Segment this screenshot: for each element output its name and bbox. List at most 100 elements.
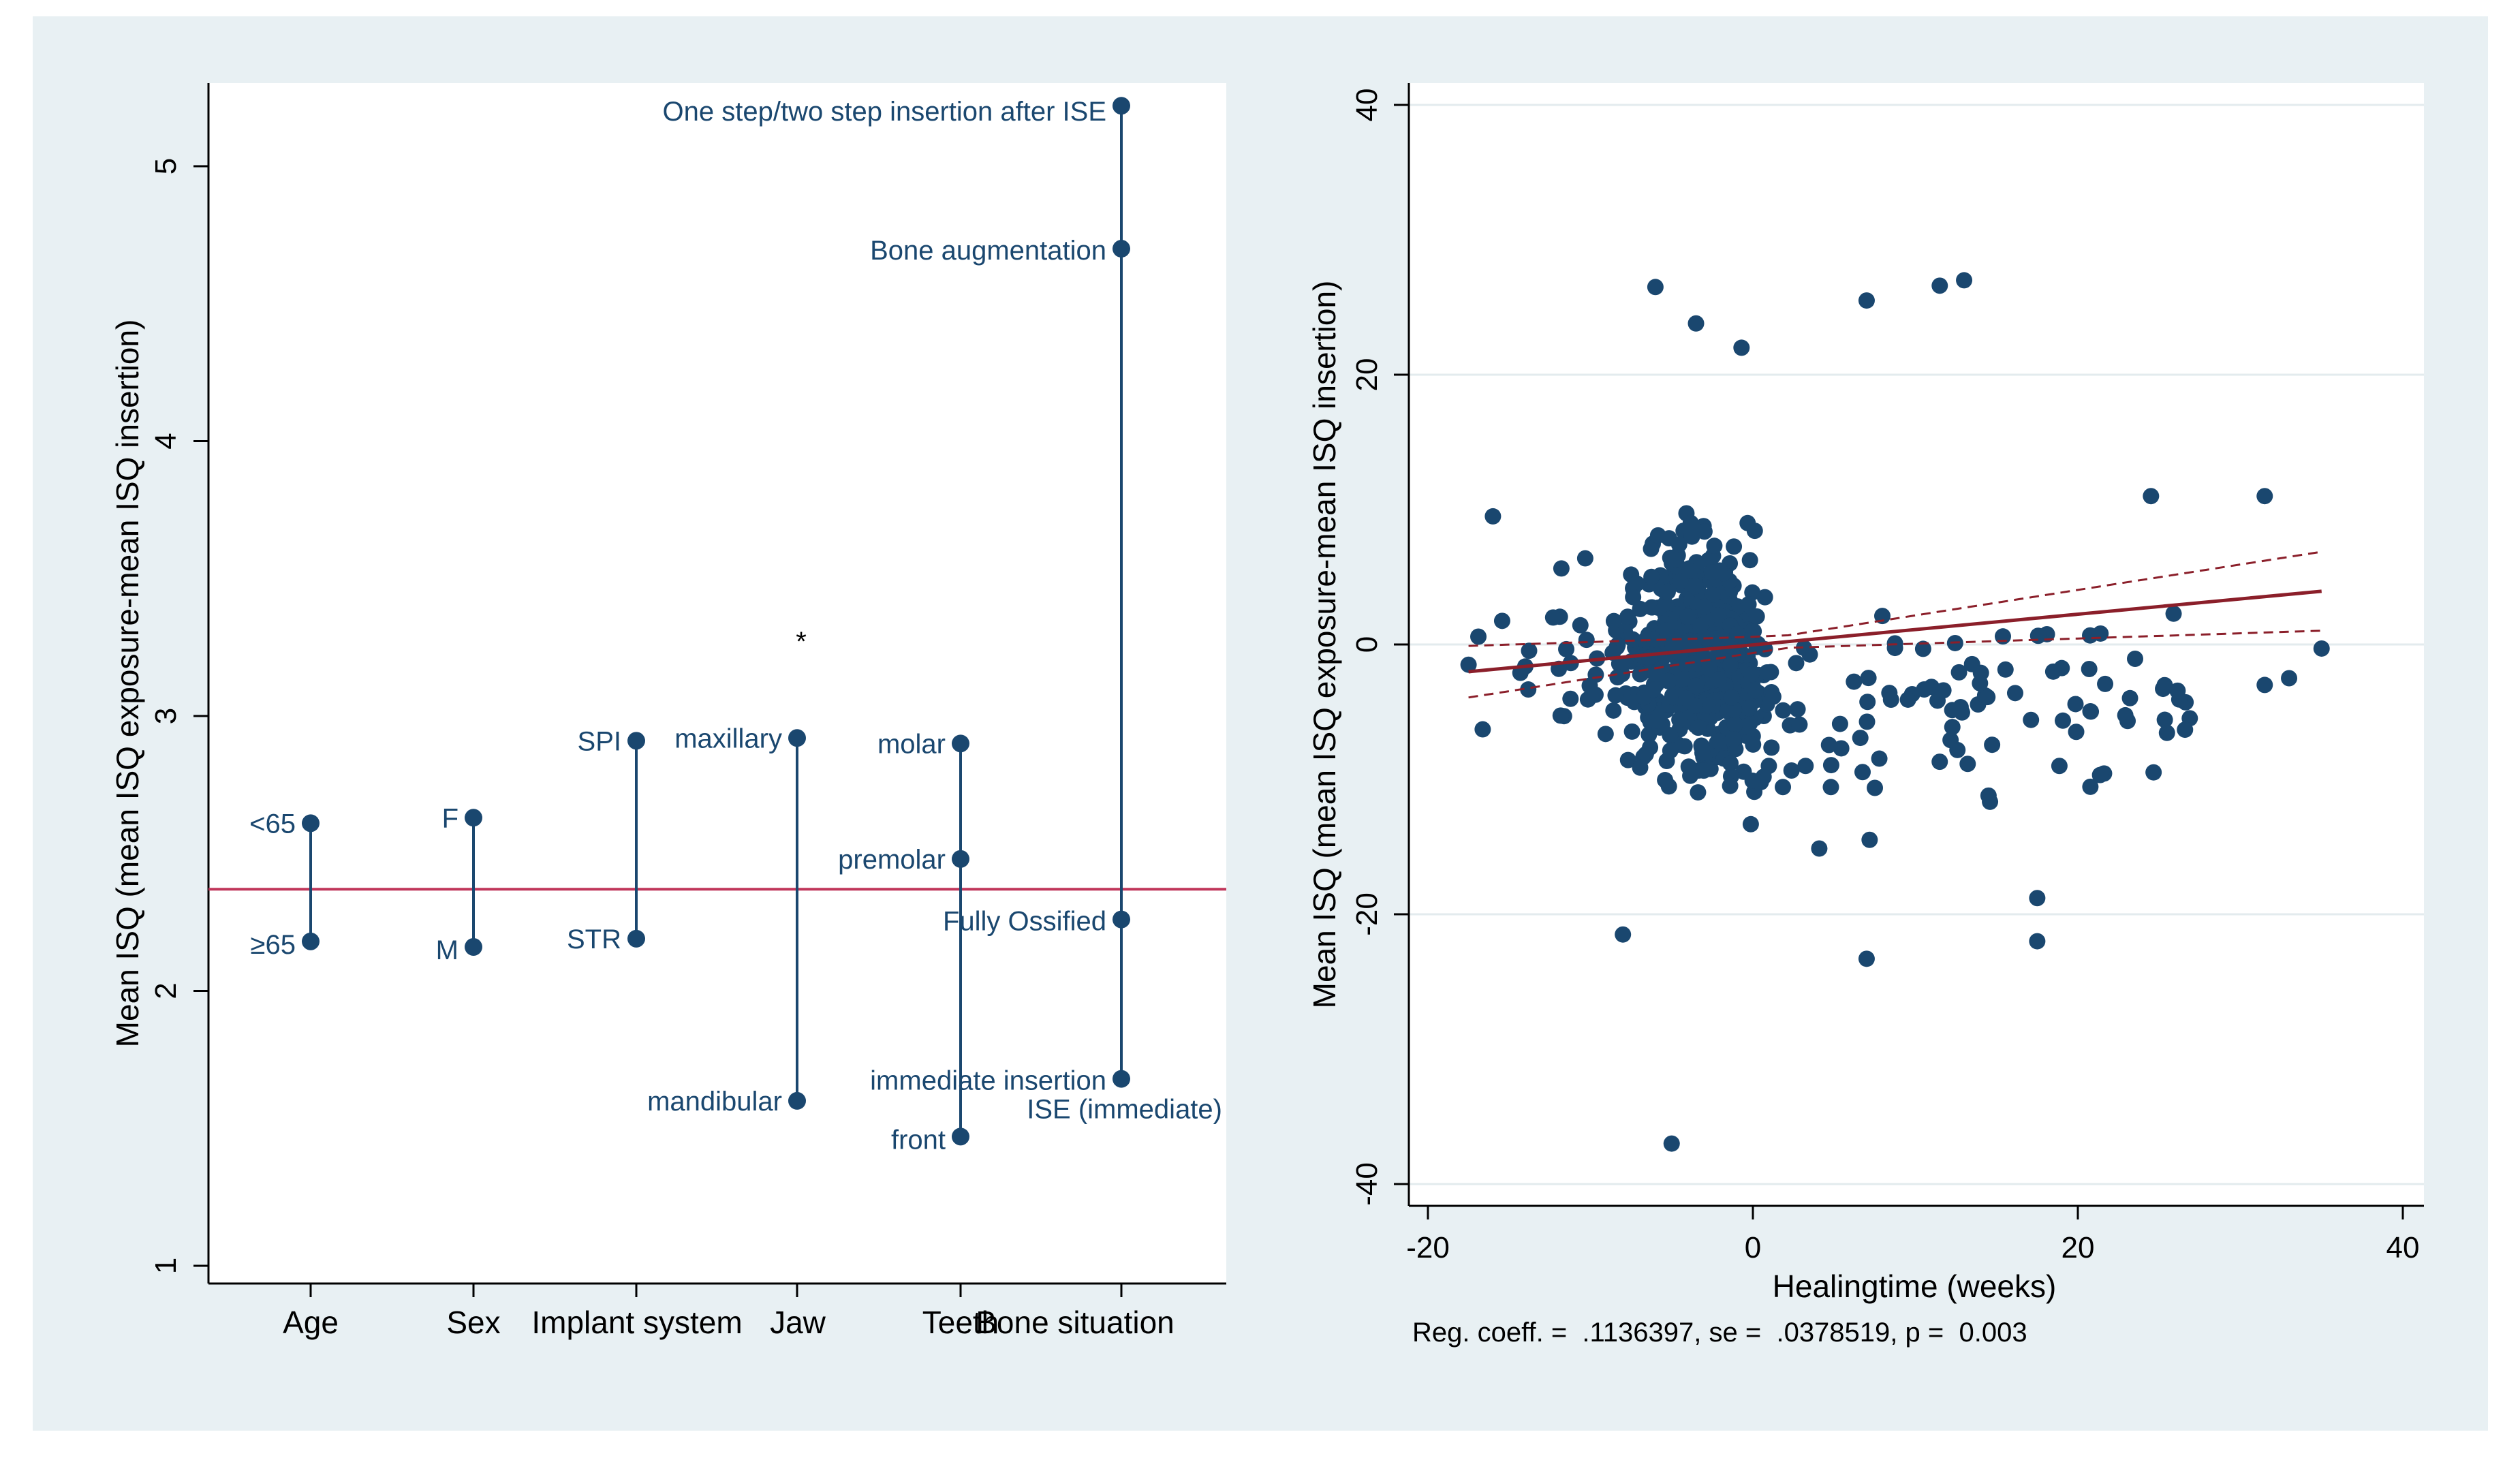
range-point	[465, 937, 482, 956]
scatter-point	[1724, 730, 1741, 747]
dot-range-groups: <65≥65FMSPISTRmaxillarymandibular*molarp…	[249, 97, 1222, 1155]
left-y-axis: 1 2 3 4 5	[149, 83, 210, 1284]
scatter-point	[1696, 598, 1713, 615]
scatter-point	[1687, 677, 1705, 694]
scatter-point	[2143, 488, 2160, 505]
scatter-point	[1994, 628, 2011, 645]
scatter-point	[1670, 536, 1687, 553]
scatter-point	[1788, 655, 1805, 672]
scatter-point	[1672, 572, 1689, 589]
group-bone-situation: One step/two step insertion after ISE Bon…	[663, 97, 1222, 1125]
regression-footnote: Reg. coeff. = .1136397, se = .0378519, p…	[1412, 1318, 2027, 1348]
scatter-point	[1544, 609, 1561, 626]
scatter-point	[2156, 676, 2173, 694]
scatter-point	[2127, 650, 2144, 667]
scatter-point	[1615, 926, 1632, 943]
scatter-point	[1972, 674, 1989, 691]
category-label: Teeth	[922, 1305, 999, 1340]
scatter-point	[2121, 689, 2138, 706]
point-label: ISE (immediate)	[1027, 1095, 1222, 1125]
range-point	[1113, 1070, 1130, 1088]
scatter-point	[1632, 666, 1649, 683]
scatter-point	[1643, 540, 1660, 557]
scatter-point	[1632, 759, 1649, 776]
y-tick-label: 5	[149, 158, 183, 174]
scatter-point	[2158, 724, 2175, 741]
scatter-point	[1858, 713, 1876, 730]
y-tick-label: 40	[1350, 89, 1384, 122]
group-implant-system: SPI STR	[567, 726, 645, 954]
point-label: mandibular	[647, 1087, 782, 1117]
scatter-point	[1694, 745, 1711, 762]
scatter-point	[1997, 661, 2014, 678]
point-label: front	[891, 1125, 946, 1155]
scatter-point	[1493, 612, 1510, 629]
category-label: Jaw	[770, 1305, 826, 1340]
range-point	[1113, 910, 1130, 929]
point-label: SPI	[578, 726, 621, 756]
scatter-point	[1696, 523, 1713, 540]
scatter-point	[1950, 664, 1967, 681]
significance-marker: *	[796, 627, 807, 657]
scatter-point	[1553, 560, 1570, 577]
range-point	[788, 729, 806, 747]
scatter-point	[2281, 670, 2298, 687]
scatter-point	[1744, 773, 1761, 790]
left-plot-area	[208, 83, 1226, 1284]
scatter-point	[1687, 578, 1704, 595]
scatter-point	[2313, 640, 2330, 657]
scatter-point	[1797, 758, 1814, 775]
scatter-point	[1758, 664, 1775, 681]
scatter-point	[2044, 663, 2062, 680]
group-sex: FM	[436, 803, 482, 965]
scatter-point	[1704, 586, 1721, 603]
scatter-point	[1671, 711, 1688, 728]
scatter-chart: -40 -20 0 20 40 -20 0 20 40 Mean ISQ (mean ISQ …	[1307, 83, 2424, 1348]
scatter-point	[2097, 675, 2114, 692]
scatter-point	[1641, 649, 1658, 666]
scatter-point	[2006, 685, 2023, 702]
scatter-point	[1882, 691, 1899, 709]
scatter-point	[1624, 631, 1641, 648]
range-point	[302, 932, 320, 950]
scatter-point	[1726, 538, 1743, 555]
scatter-point	[1607, 687, 1624, 704]
scatter-point	[1709, 732, 1726, 749]
scatter-point	[1470, 628, 1487, 645]
scatter-point	[1739, 514, 1756, 531]
scatter-point	[1831, 715, 1848, 732]
scatter-point	[2145, 764, 2162, 781]
scatter-point	[1562, 690, 1579, 707]
scatter-point	[1597, 726, 1614, 743]
range-point	[1113, 97, 1130, 115]
scatter-point	[2029, 627, 2047, 644]
scatter-point	[1605, 702, 1622, 719]
scatter-point	[1775, 702, 1792, 719]
range-point	[627, 929, 645, 948]
scatter-point	[1605, 612, 1622, 629]
scatter-point	[1699, 697, 1716, 714]
scatter-point	[1963, 655, 1980, 672]
scatter-point	[1956, 272, 1973, 289]
scatter-point	[1558, 640, 1575, 657]
scatter-point	[1741, 552, 1758, 569]
scatter-point	[1775, 779, 1792, 796]
scatter-point	[1858, 292, 1875, 309]
scatter-point	[1690, 784, 1707, 801]
scatter-point	[2169, 682, 2186, 699]
scatter-point	[1484, 508, 1502, 525]
scatter-point	[1916, 681, 1933, 698]
point-label: premolar	[838, 845, 946, 875]
scatter-point	[1783, 762, 1800, 779]
x-tick-label: -20	[1406, 1231, 1450, 1264]
right-x-axis: -20 0 20 40	[1406, 1204, 2424, 1264]
scatter-point	[1944, 702, 1961, 719]
scatter-point	[1683, 655, 1700, 672]
scatter-point	[1679, 608, 1696, 625]
scatter-point	[1645, 681, 1662, 698]
scatter-point	[1676, 738, 1693, 755]
scatter-point	[1756, 589, 1773, 606]
scatter-point	[1944, 719, 1961, 736]
scatter-point	[1931, 277, 1948, 294]
scatter-point	[1660, 672, 1677, 689]
